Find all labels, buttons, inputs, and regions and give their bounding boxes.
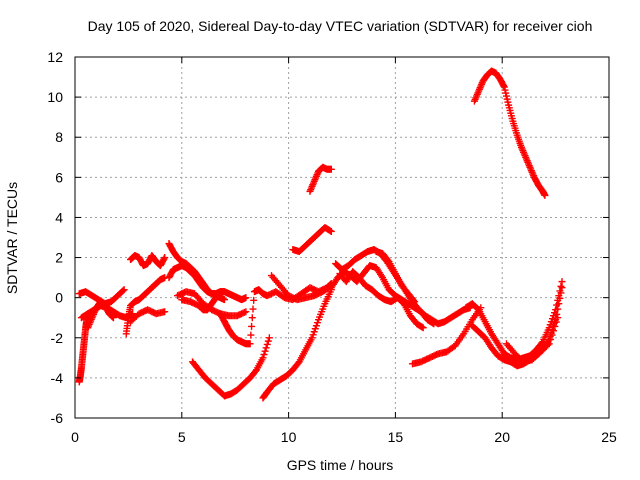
data-point xyxy=(541,191,549,199)
x-tick-label: 5 xyxy=(178,429,186,445)
data-point xyxy=(262,344,270,352)
data-point xyxy=(553,310,561,318)
data-point xyxy=(557,289,565,297)
data-point xyxy=(555,300,563,308)
x-tick-label: 0 xyxy=(71,429,79,445)
series-s20 xyxy=(336,268,427,332)
x-tick-label: 20 xyxy=(494,429,510,445)
data-point xyxy=(250,296,258,304)
data-point xyxy=(120,286,128,294)
series-s6 xyxy=(127,306,169,326)
data-point xyxy=(548,331,556,339)
data-point xyxy=(160,255,168,263)
data-point xyxy=(212,294,220,302)
series-s16 xyxy=(289,223,335,256)
data-point xyxy=(411,298,419,306)
series-s14 xyxy=(259,286,335,402)
axis-ticks xyxy=(74,56,610,419)
data-points xyxy=(75,67,566,402)
data-point xyxy=(558,284,566,292)
y-tick-label: 2 xyxy=(55,250,63,266)
data-point xyxy=(260,350,268,358)
series-s19 xyxy=(327,262,438,328)
series-s26 xyxy=(470,67,549,199)
series-s11 xyxy=(178,294,220,314)
series-s1 xyxy=(75,310,92,386)
data-point xyxy=(558,278,566,286)
y-tick-label: 10 xyxy=(47,89,63,105)
data-point xyxy=(545,340,553,348)
x-axis-label: GPS time / hours xyxy=(287,457,394,473)
series-s21 xyxy=(372,248,419,306)
data-point xyxy=(557,282,565,290)
data-point xyxy=(261,347,269,355)
data-point xyxy=(109,314,117,322)
data-point xyxy=(547,335,555,343)
data-point xyxy=(242,308,250,316)
axis-tick-labels: 0 5 10 15 20 25 -6 -4 -2 0 2 4 6 8 10 12 xyxy=(47,49,617,445)
data-point xyxy=(119,287,127,295)
data-point xyxy=(248,314,256,322)
data-point xyxy=(500,82,508,90)
data-point xyxy=(552,318,560,326)
data-point xyxy=(430,320,438,328)
data-point xyxy=(242,294,250,302)
x-tick-label: 25 xyxy=(601,429,617,445)
data-point xyxy=(327,227,335,235)
data-point xyxy=(259,354,267,362)
data-point xyxy=(551,322,559,330)
y-axis-label: SDTVAR / TECUs xyxy=(4,182,20,294)
series-s7 xyxy=(127,252,169,270)
series-s5 xyxy=(122,274,169,338)
series-s22 xyxy=(408,304,485,368)
data-point xyxy=(263,340,271,348)
data-point xyxy=(161,308,169,316)
data-point xyxy=(554,314,562,322)
series-s25 xyxy=(502,314,562,366)
plot-frame xyxy=(74,56,610,419)
data-point xyxy=(554,305,562,313)
y-tick-label: 12 xyxy=(47,49,63,65)
data-point xyxy=(419,324,427,332)
x-tick-label: 15 xyxy=(388,429,404,445)
y-tick-label: 8 xyxy=(55,129,63,145)
y-tick-label: 0 xyxy=(55,290,63,306)
y-tick-label: -2 xyxy=(51,330,64,346)
data-point xyxy=(264,337,272,345)
data-point xyxy=(248,322,256,330)
data-point xyxy=(410,296,418,304)
series-s17 xyxy=(306,163,335,195)
data-point xyxy=(246,340,254,348)
data-point xyxy=(265,334,273,342)
chart-title: Day 105 of 2020, Sidereal Day-to-day VTE… xyxy=(88,18,593,34)
y-tick-label: 4 xyxy=(55,209,63,225)
data-point xyxy=(247,331,255,339)
data-point xyxy=(549,327,557,335)
data-point xyxy=(327,165,335,173)
series-s9 xyxy=(165,262,250,304)
y-tick-label: -4 xyxy=(51,370,64,386)
data-point xyxy=(544,341,552,349)
data-point xyxy=(221,296,229,304)
series-s13 xyxy=(188,334,273,400)
y-tick-label: 6 xyxy=(55,169,63,185)
x-tick-label: 10 xyxy=(281,429,297,445)
data-point xyxy=(161,254,169,262)
y-tick-label: -6 xyxy=(51,410,64,426)
series-s4 xyxy=(84,298,117,332)
data-point xyxy=(211,295,219,303)
data-point xyxy=(556,294,564,302)
data-point xyxy=(249,305,257,313)
